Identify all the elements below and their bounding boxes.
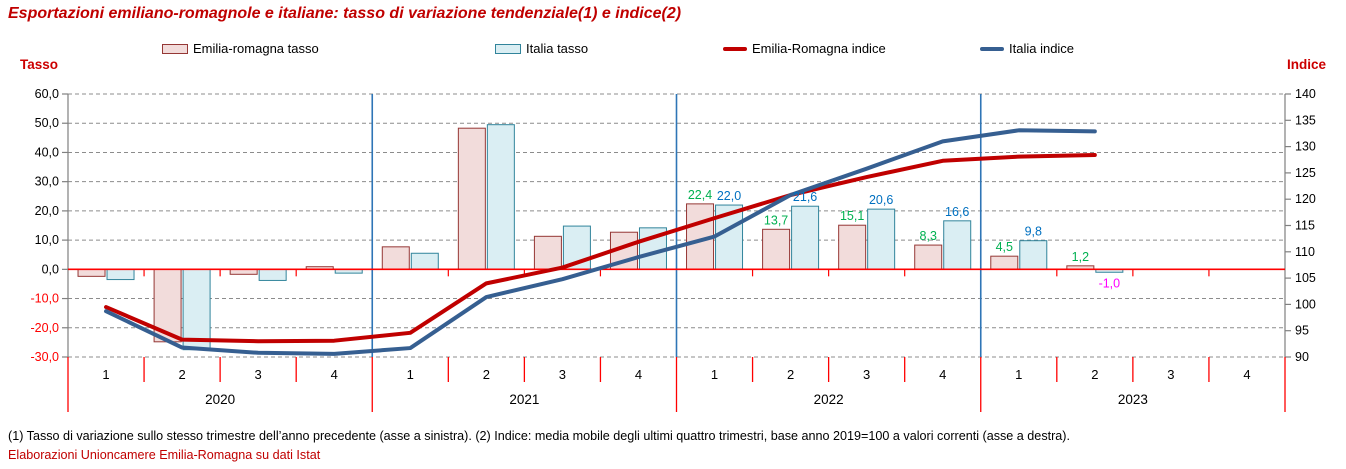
- right-axis-tick-label: 120: [1295, 192, 1316, 206]
- data-label: 21,6: [793, 190, 817, 204]
- left-axis-tick-label: 30,0: [35, 175, 59, 189]
- quarter-label: 2: [178, 367, 185, 382]
- year-label: 2021: [509, 392, 539, 407]
- quarter-label: 1: [711, 367, 718, 382]
- data-label: 22,0: [717, 189, 741, 203]
- line-italia-indice: [104, 128, 1097, 356]
- source-text: Elaborazioni Unioncamere Emilia-Romagna …: [8, 448, 321, 462]
- footnote-text: (1) Tasso di variazione sullo stesso tri…: [8, 429, 1071, 443]
- left-axis-tick-label: 40,0: [35, 145, 59, 159]
- right-axis-tick-label: 100: [1295, 297, 1316, 311]
- left-axis-tick-label: 10,0: [35, 233, 59, 247]
- quarter-label: 3: [559, 367, 566, 382]
- year-label: 2022: [814, 392, 844, 407]
- left-axis-title: Tasso: [20, 57, 59, 72]
- legend-label: Emilia-romagna tasso: [193, 41, 319, 56]
- right-axis-tick-label: 140: [1295, 87, 1316, 101]
- bar-italia-tasso: [106, 268, 135, 281]
- bar-emilia-romagna-tasso: [914, 244, 943, 270]
- bar-italia-tasso: [943, 220, 972, 270]
- left-axis-tick-label: -10,0: [31, 292, 60, 306]
- bar-emilia-romagna-tasso: [381, 246, 410, 270]
- data-label: 9,8: [1025, 225, 1042, 239]
- right-axis-tick-label: 125: [1295, 166, 1316, 180]
- line-emilia-romagna-indice: [104, 153, 1097, 344]
- quarter-label: 2: [1091, 367, 1098, 382]
- right-axis-tick-label: 110: [1295, 245, 1315, 259]
- year-label: 2023: [1118, 392, 1148, 407]
- bar-emilia-romagna-tasso: [457, 127, 486, 270]
- quarter-label: 3: [1167, 367, 1174, 382]
- emilia-romagna-indice-line-swatch-icon: [723, 46, 747, 51]
- left-axis-tick-label: 0,0: [42, 262, 59, 276]
- legend-label: Italia tasso: [526, 41, 589, 56]
- bar-italia-tasso: [1019, 240, 1048, 270]
- bar-emilia-romagna-tasso: [533, 235, 562, 270]
- legend-label: Emilia-Romagna indice: [752, 41, 886, 56]
- legend-label: Italia indice: [1009, 41, 1075, 56]
- data-label: 4,5: [996, 240, 1013, 254]
- italia-tasso-swatch-icon: [495, 43, 521, 54]
- quarter-label: 4: [331, 367, 338, 382]
- bar-emilia-romagna-tasso: [990, 255, 1019, 270]
- quarter-label: 3: [863, 367, 870, 382]
- right-axis-tick-label: 130: [1295, 140, 1316, 154]
- right-axis-title: Indice: [1287, 57, 1327, 72]
- right-axis-tick-label: 115: [1295, 219, 1315, 233]
- bar-italia-tasso: [791, 205, 820, 270]
- bar-emilia-romagna-tasso: [762, 228, 791, 270]
- left-axis-tick-label: 50,0: [35, 116, 59, 130]
- legend-item-emilia-romagna-indice: Emilia-Romagna indice: [723, 41, 886, 56]
- left-axis-tick-label: 60,0: [35, 87, 59, 101]
- data-label: 1,2: [1072, 250, 1089, 264]
- bar-emilia-romagna-tasso: [77, 268, 106, 277]
- bar-italia-tasso: [410, 252, 439, 270]
- data-label: 16,6: [945, 205, 969, 219]
- legend-item-italia-indice: Italia indice: [980, 41, 1074, 56]
- quarter-label: 1: [407, 367, 414, 382]
- quarter-label: 2: [787, 367, 794, 382]
- quarter-label: 3: [255, 367, 262, 382]
- quarter-label: 4: [1243, 367, 1250, 382]
- legend-item-italia-tasso: Italia tasso: [495, 41, 588, 56]
- quarter-label: 4: [939, 367, 946, 382]
- quarter-label: 4: [635, 367, 642, 382]
- right-axis-tick-label: 95: [1295, 324, 1309, 338]
- italia-indice-line-swatch-icon: [980, 46, 1004, 51]
- bar-emilia-romagna-tasso: [838, 224, 867, 270]
- year-label: 2020: [205, 392, 235, 407]
- legend-item-emilia-romagna-tasso: Emilia-romagna tasso: [162, 41, 319, 56]
- quarter-label: 2: [483, 367, 490, 382]
- right-axis-tick-label: 90: [1295, 350, 1309, 364]
- data-label: 8,3: [920, 229, 937, 243]
- quarter-label: 1: [1015, 367, 1022, 382]
- left-axis-tick-label: 20,0: [35, 204, 59, 218]
- data-label: 13,7: [764, 213, 788, 227]
- data-label: 22,4: [688, 188, 712, 202]
- right-axis-tick-label: 105: [1295, 271, 1316, 285]
- bar-italia-tasso: [182, 268, 211, 351]
- left-axis-tick-label: -30,0: [31, 350, 60, 364]
- bar-italia-tasso: [867, 208, 896, 270]
- chart-title: Esportazioni emiliano-romagnole e italia…: [8, 5, 682, 22]
- bar-italia-tasso: [486, 124, 515, 270]
- data-label: 15,1: [840, 209, 864, 223]
- emilia-romagna-tasso-swatch-icon: [162, 43, 188, 54]
- data-label: -1,0: [1099, 276, 1121, 290]
- quarter-label: 1: [102, 367, 109, 382]
- left-axis-tick-label: -20,0: [31, 321, 60, 335]
- bar-italia-tasso: [258, 268, 287, 281]
- right-axis-tick-label: 135: [1295, 113, 1316, 127]
- data-label: 20,6: [869, 193, 893, 207]
